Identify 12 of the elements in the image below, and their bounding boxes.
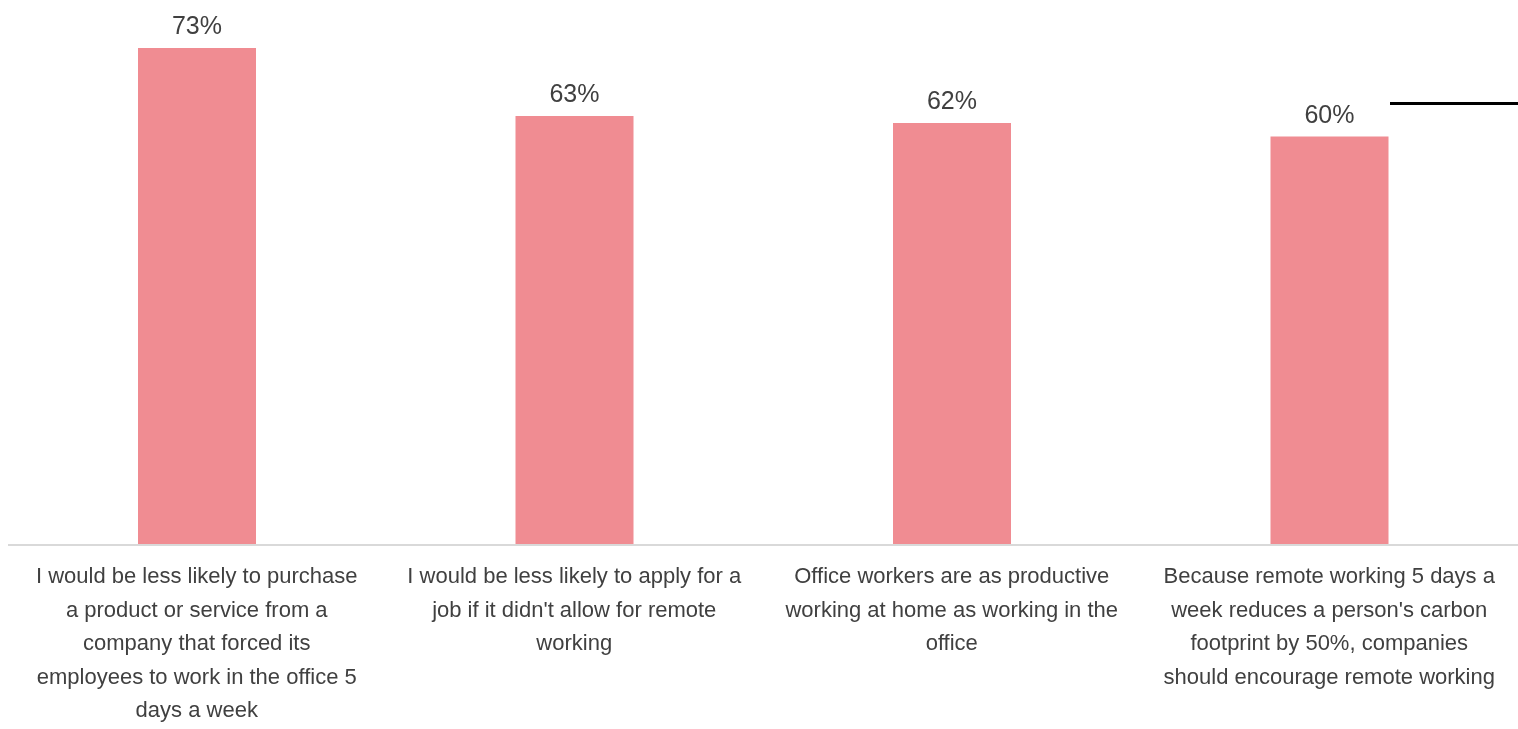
- data-label: 60%: [1304, 99, 1355, 128]
- bar: [893, 122, 1011, 545]
- x-tick-label: I would be less likely to purchase a product or service from a company that forced its employees to work in the office 5 days a week: [35, 563, 358, 722]
- bar: [138, 48, 256, 545]
- bar: [1270, 136, 1389, 545]
- x-tick-label: Office workers are as productive working at home as working in the office: [784, 563, 1119, 655]
- x-tick-label: I would be less likely to apply for a job if it didn't allow for remote working: [407, 563, 742, 655]
- data-label: 62%: [926, 85, 978, 114]
- data-label: 63%: [549, 79, 600, 108]
- x-tick-label: Because remote working 5 days a week reduces a person's carbon footprint by 50%, companies should encourage remote working: [1163, 563, 1496, 689]
- bar: [515, 116, 634, 545]
- data-label: 73%: [171, 11, 223, 39]
